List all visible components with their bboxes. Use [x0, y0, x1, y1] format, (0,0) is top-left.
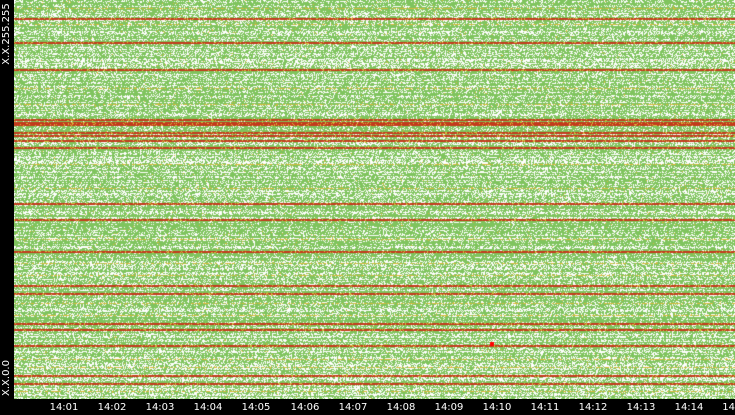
- x-axis: 14:01 14:02 14:03 14:04 14:05 14:06 14:07 14:08…: [0, 399, 735, 415]
- y-label-bottom: X.X.0.0: [1, 360, 12, 396]
- x-tick-label: 14:14: [674, 402, 704, 413]
- x-tick-label: 14:13: [626, 402, 656, 413]
- heatmap-canvas: [14, 0, 735, 399]
- x-tick-label: 14: [722, 402, 735, 413]
- x-tick-label: 14:02: [97, 402, 127, 413]
- x-tick-label: 14:06: [290, 402, 320, 413]
- x-tick-label: 14:09: [434, 402, 464, 413]
- x-tick-label: 14:05: [241, 402, 271, 413]
- y-axis: X.X.255.255 X.X.0.0: [0, 0, 14, 399]
- x-tick-label: 14:04: [193, 402, 223, 413]
- y-label-top: X.X.255.255: [1, 3, 12, 65]
- x-tick-label: 14:07: [338, 402, 368, 413]
- x-tick-label: 14:03: [145, 402, 175, 413]
- heatmap-plot: [14, 0, 735, 399]
- x-tick-label: 14:10: [482, 402, 512, 413]
- x-tick-label: 14:12: [578, 402, 608, 413]
- x-tick-label: 14:11: [530, 402, 560, 413]
- x-tick-label: 14:08: [386, 402, 416, 413]
- x-tick-label: 14:01: [49, 402, 79, 413]
